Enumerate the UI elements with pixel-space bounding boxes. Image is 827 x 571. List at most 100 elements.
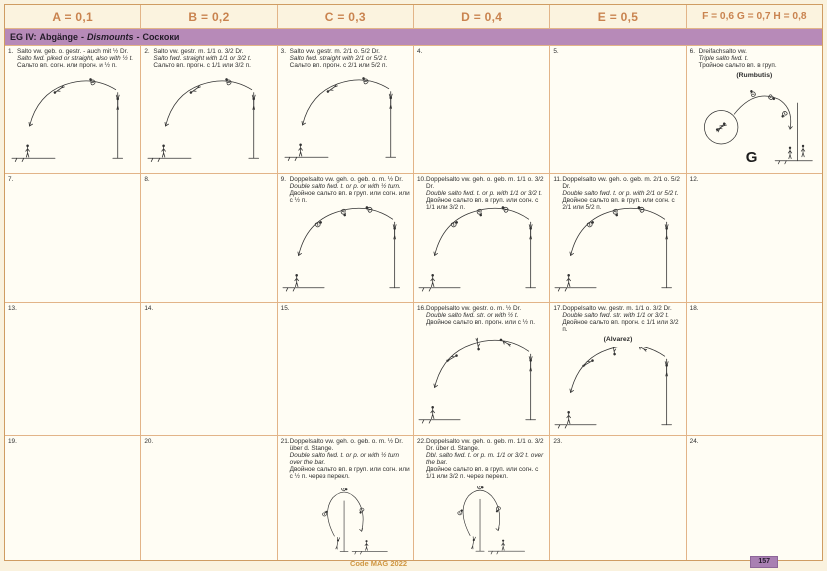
element-cell-22: 22. Doppelsalto vw. geh. o. geb. m. 1/1 o… (413, 436, 550, 560)
element-cell-7: 7. (5, 174, 141, 302)
text-english: Double salto fwd. t. or p. or with ½ tur… (289, 452, 400, 467)
element-cell-23: 23. (550, 436, 686, 560)
cell-number: 22. (416, 438, 426, 445)
double-salto-drawing (417, 206, 546, 299)
double-salto-straight-drawing (417, 337, 546, 432)
header-cell-c: C = 0,3 (277, 5, 413, 28)
element-cell-3: 3. Salto vw. gestr. m. 2/1 o. 5/2 Dr. Salt… (277, 46, 413, 173)
cell-number: 6. (689, 48, 695, 55)
triple-salto-drawing (690, 90, 819, 170)
cell-number: 9. (280, 176, 286, 183)
cell-number: 3. (280, 48, 286, 55)
named-skill-note: (Rumbutis) (736, 72, 773, 80)
element-cell-19: 19. (5, 436, 141, 560)
title-separator: - (136, 32, 140, 42)
text-russian: Сальто вп. прогн. с 1/1 или 3/2 п. (153, 62, 251, 70)
single-salto-drawing (144, 76, 273, 170)
text-english: Double salto fwd. str. with 1/1 or 3/2 t… (562, 312, 670, 320)
text-english: Double salto fwd. t. or p. with 1/1 or 3… (425, 190, 543, 198)
cell-number: 11. (553, 176, 562, 183)
text-german: Doppelsalto vw. geh. o. geb. m. 1/1 o. 3… (425, 176, 544, 191)
cell-number: 23. (553, 438, 563, 445)
text-russian: Двойное сальто вп. прогн. или с ½ п. (425, 319, 536, 327)
cell-number: 12. (689, 176, 699, 183)
text-russian: Двойное сальто вп. в груп. или согн. или… (289, 466, 410, 481)
section-title-german: Abgänge (39, 32, 79, 42)
text-german: Doppelsalto vw. gestr. m. 1/1 o. 3/2 Dr. (562, 305, 672, 312)
double-salto-over-bar-drawing (281, 488, 410, 557)
element-cell-16: 16. Doppelsalto vw. gestr. o. m. ½ Dr. Dou… (413, 303, 550, 435)
cell-number: 2. (144, 48, 150, 55)
element-cell-20: 20. (141, 436, 277, 560)
double-salto-drawing (553, 206, 682, 299)
cell-number: 5. (553, 48, 559, 55)
element-cell-13: 13. (5, 303, 141, 435)
cell-number: 13. (8, 305, 17, 312)
element-cell-9: 9. Doppelsalto vw. geh. o. geb. o. m. ½ D… (277, 174, 413, 302)
element-cell-8: 8. (141, 174, 277, 302)
text-english: Dbl. salto fwd. t. or p. m. 1/1 or 3/2 t… (425, 452, 544, 467)
text-german: Salto vw. gestr. m. 1/1 o. 3/2 Dr. (153, 48, 244, 55)
text-russian: Двойное сальто вп. в груп. или согн. с 1… (425, 197, 539, 212)
text-german: Doppelsalto vw. geh. o. geb. m. 1/1 o. 3… (425, 438, 544, 453)
header-cell-b: B = 0,2 (141, 5, 277, 28)
text-english: Double salto fwd. str. or with ½ t. (425, 312, 519, 320)
event-group-band: EG IV: Abgänge - Dismounts - Соскоки (5, 29, 822, 45)
element-cell-2: 2. Salto vw. gestr. m. 1/1 o. 3/2 Dr. Salt… (141, 46, 277, 173)
text-russian: Двойное сальто вп. прогн. с 1/1 или 3/2 … (562, 319, 679, 334)
cell-number: 24. (689, 438, 699, 445)
text-german: Dreifachsalto vw. (698, 48, 747, 55)
cell-number: 8. (144, 176, 150, 183)
text-english: Salto fwd. straight with 2/1 or 5/2 t. (289, 55, 388, 63)
named-skill-note: (Alvarez) (603, 336, 633, 344)
text-german: Doppelsalto vw. geh. o. geb. m. 2/1 o. 5… (562, 176, 680, 191)
title-separator: - (81, 32, 85, 42)
element-cell-15: 15. (277, 303, 413, 435)
header-cell-e: E = 0,5 (550, 5, 686, 28)
single-salto-drawing (8, 76, 137, 170)
text-english: Double salto fwd. t. or p. or with ½ tur… (289, 183, 401, 191)
text-russian: Сальто вп. прогн. с 2/1 или 5/2 п. (289, 62, 388, 70)
cell-number: 21. (280, 438, 290, 445)
difficulty-letter: G (745, 149, 758, 166)
element-cell-10: 10. Doppelsalto vw. geh. o. geb. m. 1/1 o… (413, 174, 550, 302)
cell-number: 4. (416, 48, 423, 55)
element-cell-5: 5. (550, 46, 686, 173)
element-cell-24: 24. (686, 436, 822, 560)
element-cell-11: 11. Doppelsalto vw. geh. o. geb. m. 2/1 o… (550, 174, 686, 302)
element-cell-12: 12. (686, 174, 822, 302)
text-russian: Двойное сальто вп. в груп. или согн. с 2… (562, 197, 675, 212)
text-german: Doppelsalto vw. geh. o. geb. o. m. ½ Dr. (289, 176, 403, 183)
element-cell-6: 6. Dreifachsalto vw. Triple salto fwd. t. Т… (686, 46, 822, 173)
cell-number: 14. (144, 305, 154, 312)
element-cell-4: 4. (413, 46, 550, 173)
element-cell-18: 18. (686, 303, 822, 435)
page-number-badge: 157 (750, 556, 778, 568)
single-salto-drawing (281, 74, 410, 170)
double-salto-straight-drawing (553, 347, 682, 432)
text-german: Doppelsalto vw. gestr. o. m. ½ Dr. (425, 305, 522, 312)
cell-number: 1. (8, 48, 14, 55)
event-group-label: EG IV: (10, 32, 37, 42)
cell-number: 15. (280, 305, 290, 312)
element-cell-1: 1. Salto vw. geb. o. gestr. - auch mit ½ … (5, 46, 141, 173)
element-cell-14: 14. (141, 303, 277, 435)
text-english: Double salto fwd. t. or p. with 2/1 or 5… (562, 190, 679, 198)
cell-number: 16. (416, 305, 426, 312)
difficulty-table: EG IV: Abgänge - Dismounts - Соскоки A =… (4, 4, 823, 561)
cell-number: 18. (689, 305, 699, 312)
cell-number: 20. (144, 438, 154, 445)
text-russian: Двойное сальто вп. в груп. или согн. с 1… (425, 466, 539, 481)
text-german: Salto vw. gestr. m. 2/1 o. 5/2 Dr. (289, 48, 380, 55)
footer-text: Code MAG 2022 (349, 559, 408, 568)
cell-number: 17. (553, 305, 563, 312)
text-russian: Двойное сальто вп. в груп. или согн. или… (289, 190, 410, 205)
double-salto-drawing (281, 206, 410, 299)
text-english: Salto fwd. piked or straight, also with … (17, 55, 134, 63)
cell-number: 19. (8, 438, 17, 445)
double-salto-over-bar-drawing (417, 486, 546, 557)
element-cell-17: 17. Doppelsalto vw. gestr. m. 1/1 o. 3/2 … (550, 303, 686, 435)
element-cell-21: 21. Doppelsalto vw. geh. o. geb. o. m. ½ … (277, 436, 413, 560)
text-english: Triple salto fwd. t. (698, 55, 749, 63)
